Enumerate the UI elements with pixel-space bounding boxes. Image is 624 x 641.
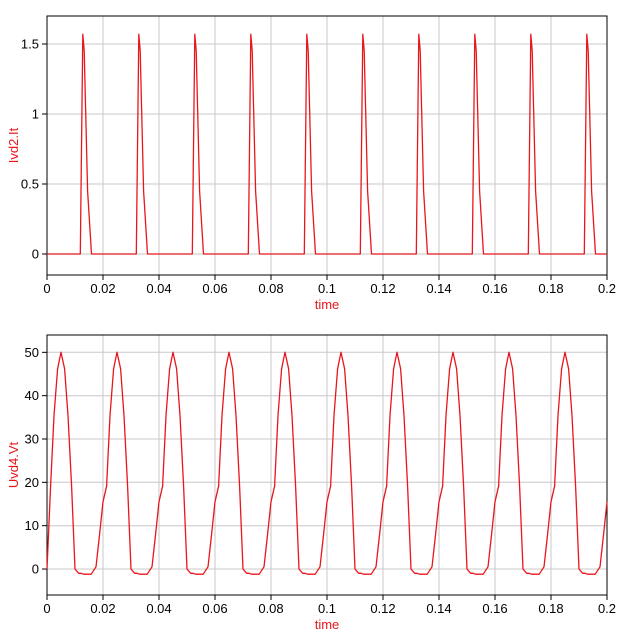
y-tick-label: 1 (32, 107, 39, 122)
x-tick-label: 0.14 (426, 601, 451, 616)
x-tick-label: 0.16 (482, 281, 507, 296)
x-tick-label: 0.14 (426, 281, 451, 296)
x-axis-label: time (315, 297, 340, 312)
y-tick-label: 30 (25, 432, 39, 447)
x-tick-label: 0.1 (318, 601, 336, 616)
y-tick-label: 1.5 (21, 37, 39, 52)
x-tick-label: 0.12 (370, 601, 395, 616)
y-axis-label: Ivd2.It (6, 127, 21, 163)
x-tick-label: 0.12 (370, 281, 395, 296)
plot-voltage: 0 0.02 0.04 0.06 0.08 0.1 0.12 0.14 0.16 0.18 0.2 0… (6, 334, 616, 632)
x-tick-label: 0.18 (538, 601, 563, 616)
x-tick-label: 0.04 (146, 601, 171, 616)
y-axis-label: Uvd4.Vt (6, 441, 21, 488)
y-tick-label: 10 (25, 518, 39, 533)
x-tick-label: 0.04 (146, 281, 171, 296)
series-line (46, 351, 608, 575)
x-tick-label: 0.08 (258, 281, 283, 296)
plot-current: 0 0.02 0.04 0.06 0.08 0.1 0.12 0.14 0.16 0.18 0.2 0… (6, 15, 616, 312)
x-tick-label: 0.06 (202, 601, 227, 616)
y-tick-label: 0.5 (21, 177, 39, 192)
y-tick-label: 0 (32, 247, 39, 262)
y-tick-label: 20 (25, 475, 39, 490)
x-tick-label: 0.02 (90, 601, 115, 616)
x-tick-label: 0 (43, 281, 50, 296)
x-tick-label: 0.2 (598, 281, 616, 296)
x-tick-label: 0 (43, 601, 50, 616)
x-tick-label: 0.06 (202, 281, 227, 296)
y-tick-label: 0 (32, 562, 39, 577)
x-tick-label: 0.2 (598, 601, 616, 616)
y-tick-label: 50 (25, 345, 39, 360)
x-axis-label: time (315, 617, 340, 632)
y-tick-label: 40 (25, 388, 39, 403)
x-tick-label: 0.08 (258, 601, 283, 616)
series-line (47, 33, 607, 255)
x-tick-label: 0.16 (482, 601, 507, 616)
x-tick-label: 0.1 (318, 281, 336, 296)
x-tick-label: 0.18 (538, 281, 563, 296)
x-tick-label: 0.02 (90, 281, 115, 296)
